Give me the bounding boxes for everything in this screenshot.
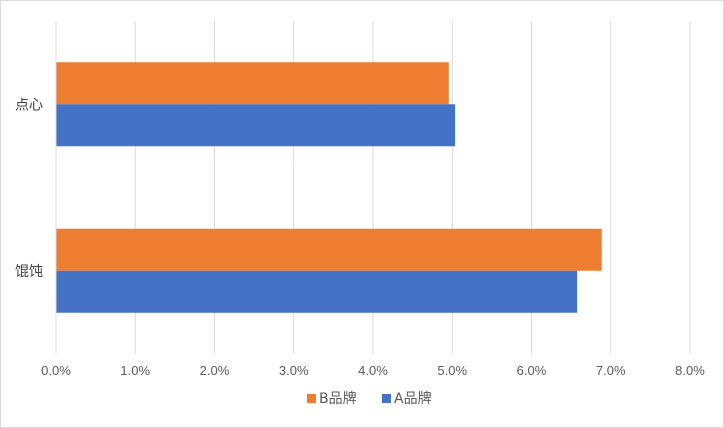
legend-label: B品牌 bbox=[319, 390, 357, 407]
bar-a-0 bbox=[56, 104, 456, 147]
x-tick-label: 2.0% bbox=[200, 363, 230, 378]
x-tick-label: 1.0% bbox=[120, 363, 150, 378]
x-tick-label: 5.0% bbox=[437, 363, 467, 378]
legend-label: A品牌 bbox=[394, 390, 432, 407]
bar-b-0 bbox=[56, 62, 449, 105]
x-tick-label: 3.0% bbox=[279, 363, 309, 378]
bar-a-1 bbox=[56, 270, 578, 313]
x-tick-label: 6.0% bbox=[517, 363, 547, 378]
bar-b-1 bbox=[56, 228, 602, 271]
x-tick-labels: 0.0% 1.0% 2.0% 3.0% 4.0% 5.0% 6.0% 7.0% 8.0% bbox=[41, 363, 705, 378]
x-tick-label: 4.0% bbox=[358, 363, 388, 378]
category-label: 点心 bbox=[15, 97, 43, 113]
x-tick-label: 8.0% bbox=[675, 363, 705, 378]
legend-swatch bbox=[382, 394, 391, 403]
legend: B品牌 A品牌 bbox=[307, 390, 432, 407]
legend-swatch bbox=[307, 394, 316, 403]
category-label: 馄饨 bbox=[15, 264, 43, 280]
x-tick-label: 0.0% bbox=[41, 363, 71, 378]
x-tick-label: 7.0% bbox=[596, 363, 626, 378]
bars bbox=[56, 62, 602, 313]
